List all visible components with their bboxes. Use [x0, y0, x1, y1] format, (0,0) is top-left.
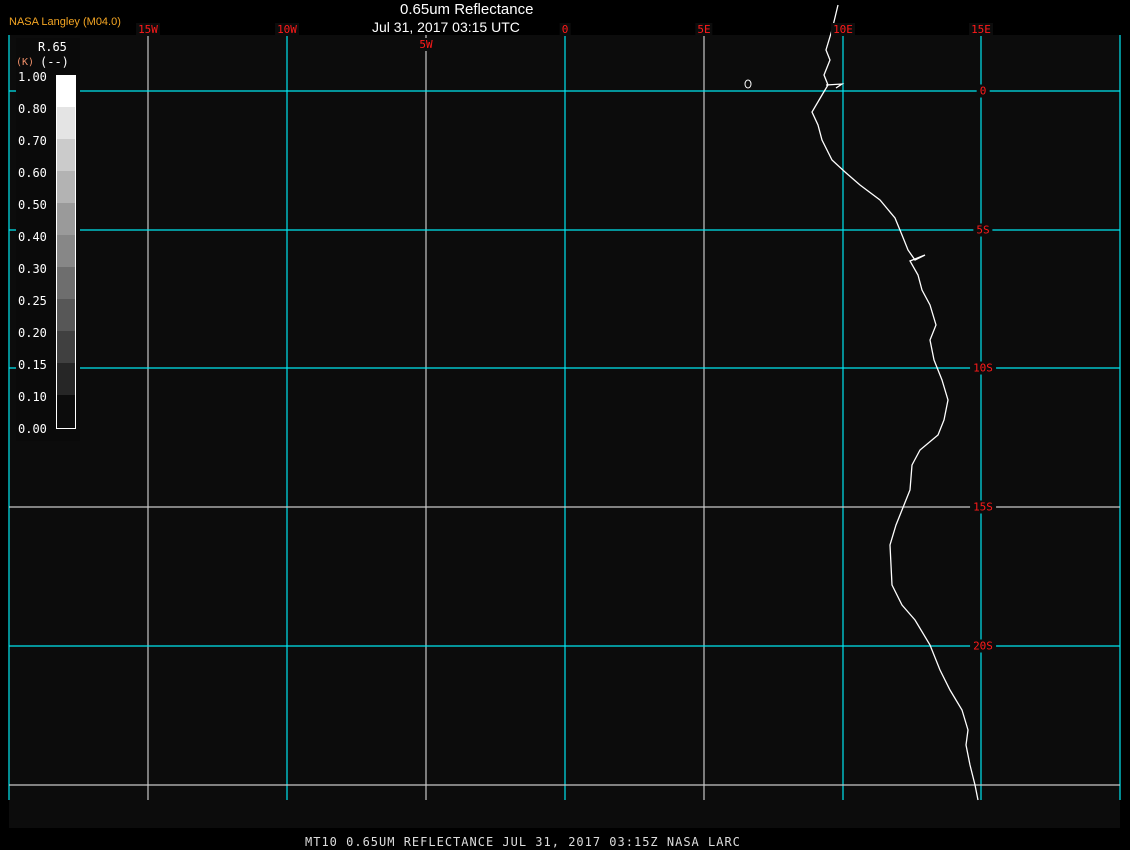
latitude-label: 10S: [970, 361, 996, 375]
latitude-label: 15S: [970, 500, 996, 514]
coastline-cape: [825, 83, 845, 89]
legend-color-step: [57, 363, 75, 395]
legend-tick-label: 0.40: [18, 230, 47, 244]
legend-color-step: [57, 75, 75, 107]
legend-color-step: [57, 331, 75, 363]
legend-tick-label: 0.10: [18, 390, 47, 404]
legend-color-step: [57, 203, 75, 235]
legend-unit-overlay: (K): [16, 57, 35, 68]
longitude-label: 5W: [417, 38, 435, 51]
legend-tick-label: 0.20: [18, 326, 47, 340]
legend-tick-label: 0.15: [18, 358, 47, 372]
image-datetime: Jul 31, 2017 03:15 UTC: [372, 19, 520, 35]
legend-variable: R.65: [38, 40, 67, 54]
legend-tick-label: 0.30: [18, 262, 47, 276]
legend-color-step: [57, 139, 75, 171]
longitude-label: 15E: [969, 23, 993, 36]
legend-units: (--): [40, 55, 69, 69]
color-legend: R.65 (--) (K) 1.00 0.80 0.70 0.60 0.50 0.40 0.…: [16, 38, 80, 441]
longitude-label: 10E: [831, 23, 855, 36]
legend-colorbar: [56, 75, 76, 429]
legend-tick-label: 0.25: [18, 294, 47, 308]
legend-color-step: [57, 107, 75, 139]
coastline: [811, 4, 979, 801]
graticule: [8, 35, 1121, 800]
legend-tick-label: 0.00: [18, 422, 47, 436]
latitude-label: 5S: [973, 223, 993, 237]
longitude-label: 0: [559, 23, 571, 36]
longitude-label: 15W: [136, 23, 160, 36]
brand-label: NASA Langley (M04.0): [9, 16, 121, 28]
legend-color-step: [57, 395, 75, 427]
legend-color-step: [57, 171, 75, 203]
longitude-label: 5E: [695, 23, 713, 36]
latitude-label: 0: [976, 84, 990, 98]
legend-tick-label: 0.70: [18, 134, 47, 148]
legend-color-step: [57, 267, 75, 299]
latitude-label: 20S: [970, 639, 996, 653]
legend-tick-label: 0.80: [18, 102, 47, 116]
longitude-label: 10W: [275, 23, 299, 36]
legend-tick-label: 0.60: [18, 166, 47, 180]
legend-color-step: [57, 235, 75, 267]
legend-tick-label: 1.00: [18, 70, 47, 84]
image-title: 0.65um Reflectance: [400, 1, 534, 18]
island: [744, 79, 752, 89]
legend-tick-label: 0.50: [18, 198, 47, 212]
legend-color-step: [57, 299, 75, 331]
footer-caption: MT10 0.65UM REFLECTANCE JUL 31, 2017 03:…: [305, 835, 741, 849]
